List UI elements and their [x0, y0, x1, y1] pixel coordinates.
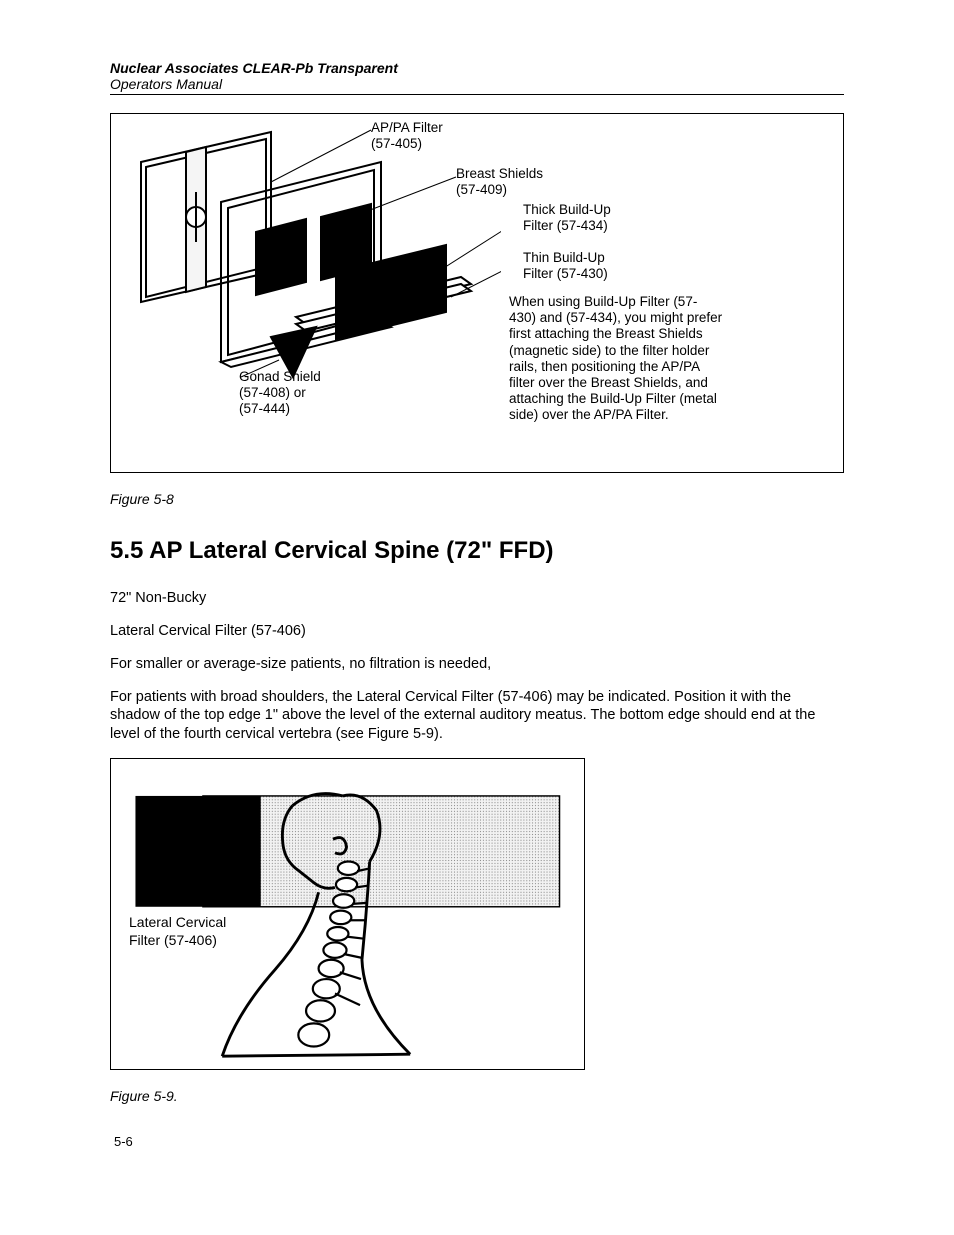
page-number: 5-6 [110, 1134, 844, 1149]
paragraph-3: For smaller or average-size patients, no… [110, 655, 844, 674]
label-thin-filter-l2: Filter (57-430) [523, 266, 608, 281]
label-ap-pa-l1: AP/PA Filter [371, 120, 443, 135]
label-ap-pa-l2: (57-405) [371, 136, 422, 151]
label-breast-shields: Breast Shields (57-409) [456, 166, 543, 198]
section-heading: 5.5 AP Lateral Cervical Spine (72" FFD) [110, 537, 844, 565]
label-thick-filter-l1: Thick Build-Up [523, 202, 611, 217]
figure-5-9-label-l2: Filter (57-406) [129, 932, 217, 948]
figure-5-9-box: Lateral Cervical Filter (57-406) [110, 758, 585, 1070]
label-thin-filter-l1: Thin Build-Up [523, 250, 605, 265]
label-gonad: Gonad Shield (57-408) or (57-444) [239, 369, 321, 418]
label-gonad-l3: (57-444) [239, 401, 290, 416]
figure-5-8-box: AP/PA Filter (57-405) Gonad Shield (57-4… [110, 113, 844, 473]
label-gonad-l1: Gonad Shield [239, 369, 321, 384]
label-gonad-l2: (57-408) or [239, 385, 306, 400]
label-breast-shields-l2: (57-409) [456, 182, 507, 197]
paragraph-1: 72" Non-Bucky [110, 589, 844, 608]
header-title: Nuclear Associates CLEAR-Pb Transparent [110, 60, 844, 76]
label-thin-filter: Thin Build-Up Filter (57-430) [523, 250, 608, 282]
paragraph-4: For patients with broad shoulders, the L… [110, 688, 844, 745]
label-breast-shields-l1: Breast Shields [456, 166, 543, 181]
figure-5-9-caption: Figure 5-9. [110, 1088, 844, 1104]
label-thick-filter-l2: Filter (57-434) [523, 218, 608, 233]
document-header: Nuclear Associates CLEAR-Pb Transparent … [110, 60, 844, 95]
label-note: When using Build-Up Filter (57-430) and … [509, 294, 724, 424]
figure-5-9-label: Lateral Cervical Filter (57-406) [129, 914, 226, 949]
label-ap-pa: AP/PA Filter (57-405) [371, 120, 443, 152]
figure-5-9-label-l1: Lateral Cervical [129, 914, 226, 930]
paragraph-2: Lateral Cervical Filter (57-406) [110, 622, 844, 641]
figure-5-8-diagram: AP/PA Filter (57-405) Gonad Shield (57-4… [121, 122, 501, 464]
header-subtitle: Operators Manual [110, 76, 844, 92]
label-thick-filter: Thick Build-Up Filter (57-434) [523, 202, 611, 234]
figure-5-8-caption: Figure 5-8 [110, 491, 844, 507]
